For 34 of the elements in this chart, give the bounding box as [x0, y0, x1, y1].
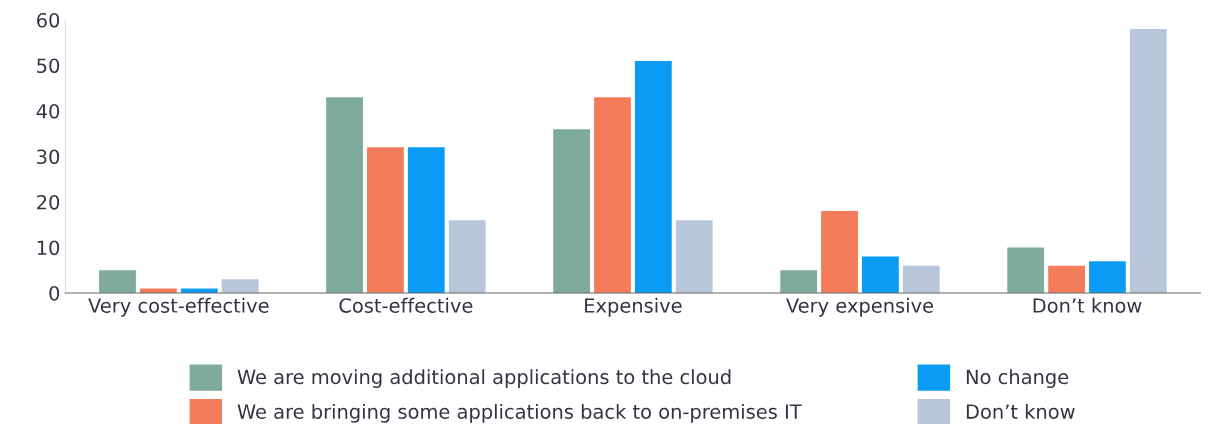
bar [675, 220, 713, 293]
y-tick-label: 50 [37, 58, 60, 74]
bar [780, 270, 818, 293]
bar [367, 147, 404, 293]
legend-label: We are moving additional applications to the cloud [237, 369, 731, 388]
bar [407, 147, 445, 293]
x-tick-label: Don’t know [1033, 297, 1142, 313]
legend-label: Don’t know [966, 403, 1075, 419]
y-tick-label: 30 [37, 149, 60, 165]
bar [902, 265, 940, 293]
bar [448, 220, 486, 293]
y-tick-label: 20 [37, 194, 60, 210]
bar [1048, 265, 1085, 293]
bar [1007, 247, 1045, 293]
x-tick-label: Very expensive [786, 297, 934, 317]
bar [1089, 261, 1126, 293]
bar [221, 279, 259, 293]
y-tick-label: 60 [37, 12, 60, 28]
bar [99, 270, 136, 293]
x-tick-label: Cost-effective [339, 297, 473, 313]
legend-label: We are bringing some applications back to on-premises IT [237, 403, 802, 423]
bar [821, 211, 858, 293]
legend-label: No change [966, 369, 1069, 388]
bar [1129, 29, 1167, 293]
x-tick-label: Expensive [585, 297, 682, 317]
bar [553, 129, 590, 293]
bar [634, 60, 672, 293]
y-tick-label: 40 [36, 103, 60, 119]
x-tick-label: Very cost-effective [88, 297, 269, 317]
bar [862, 256, 899, 293]
y-tick-label: 10 [37, 240, 60, 256]
bar [326, 97, 363, 293]
y-tick-label: 0 [49, 285, 60, 301]
bar [594, 97, 631, 293]
